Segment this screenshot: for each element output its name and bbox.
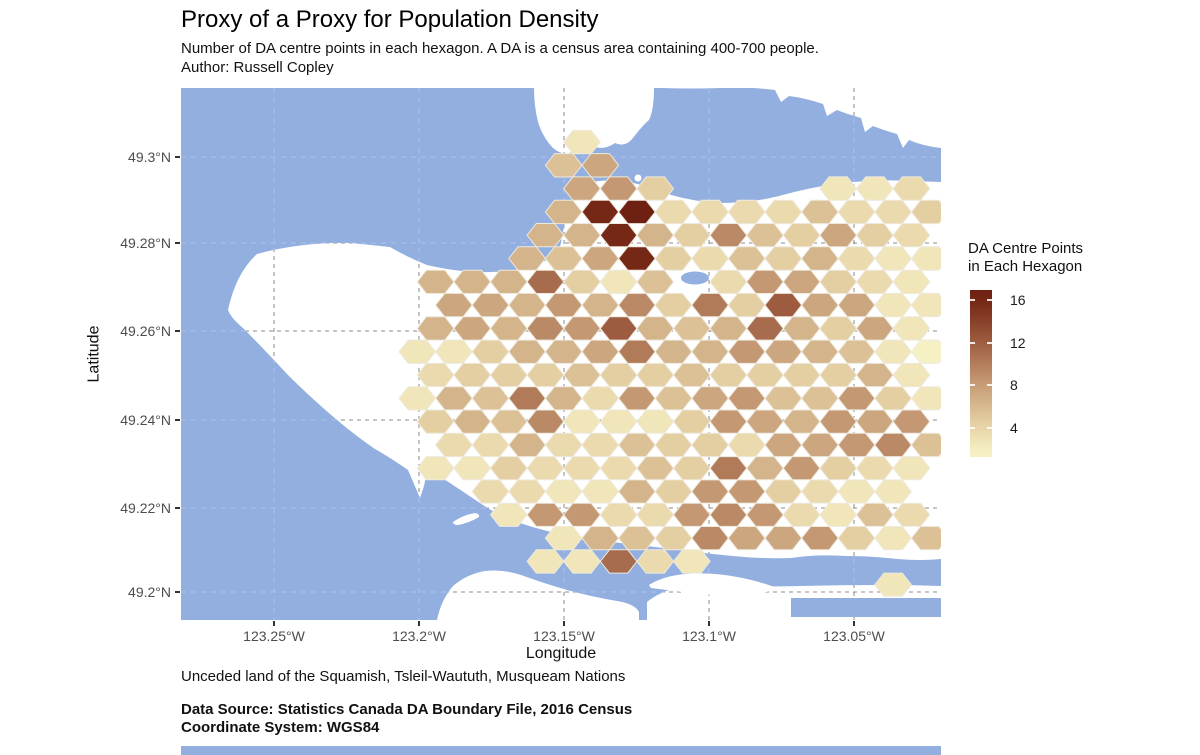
land-sea-island: [437, 570, 639, 620]
legend-tick-label: 16: [1010, 292, 1026, 308]
legend-title-line2: in Each Hexagon: [968, 258, 1083, 275]
x-tick-mark: [708, 621, 710, 626]
y-tick-mark: [175, 591, 180, 593]
legend-tick-mark: [987, 342, 992, 344]
land-north-shore: [662, 87, 941, 148]
caption-data-source: Data Source: Statistics Canada DA Bounda…: [181, 701, 633, 718]
hexagon: [672, 549, 711, 574]
hexagon: [874, 572, 913, 597]
x-axis-title: Longitude: [525, 645, 597, 662]
y-tick-mark: [175, 507, 180, 509]
y-tick-label: 49.28°N: [120, 235, 171, 251]
y-tick-label: 49.24°N: [120, 412, 171, 428]
legend-tick-mark: [970, 384, 975, 386]
river-south-arm: [791, 598, 941, 617]
caption-land-acknowledgement: Unceded land of the Squamish, Tsleil-Wau…: [181, 668, 626, 685]
legend-tick-mark: [970, 427, 975, 429]
y-tick-label: 49.26°N: [120, 323, 171, 339]
iona-sliver: [453, 513, 480, 525]
y-tick-mark: [175, 419, 180, 421]
x-tick-mark: [273, 621, 275, 626]
legend-tick-label: 8: [1010, 377, 1018, 393]
x-tick-mark: [418, 621, 420, 626]
legend-gradient-bar: [970, 290, 992, 457]
y-tick-label: 49.22°N: [120, 500, 171, 516]
islet: [634, 174, 642, 182]
y-tick-mark: [175, 330, 180, 332]
figure-subtitle: Number of DA centre points in each hexag…: [181, 40, 819, 57]
legend-tick-label: 4: [1010, 420, 1018, 436]
hexbin-layer: [398, 129, 949, 597]
y-tick-mark: [175, 156, 180, 158]
page-title: Proxy of a Proxy for Population Density: [181, 6, 599, 33]
y-axis-title: Latitude: [85, 325, 102, 383]
x-tick-mark: [853, 621, 855, 626]
y-tick-label: 49.3°N: [128, 149, 171, 165]
legend-tick-mark: [987, 427, 992, 429]
caption-coordinate-system: Coordinate System: WGS84: [181, 719, 380, 736]
x-tick-mark: [563, 621, 565, 626]
x-tick-label: 123.2°W: [392, 628, 446, 644]
legend-tick-mark: [970, 342, 975, 344]
hexbin-map-svg: [181, 87, 949, 620]
river-island: [649, 573, 777, 596]
legend-title-line1: DA Centre Points: [968, 240, 1084, 257]
map-panel: [181, 87, 949, 620]
y-tick-label: 49.2°N: [128, 584, 171, 600]
legend-tick-label: 12: [1010, 335, 1026, 351]
x-tick-label: 123.05°W: [823, 628, 885, 644]
author-line: Author: Russell Copley: [181, 59, 334, 76]
legend-tick-mark: [987, 299, 992, 301]
x-tick-label: 123.1°W: [682, 628, 736, 644]
x-tick-label: 123.25°W: [243, 628, 305, 644]
false-creek-water: [681, 271, 709, 285]
y-tick-mark: [175, 242, 180, 244]
legend-tick-mark: [970, 299, 975, 301]
x-tick-label: 123.15°W: [533, 628, 595, 644]
legend-tick-mark: [987, 384, 992, 386]
bottom-map-strip: [181, 746, 941, 755]
